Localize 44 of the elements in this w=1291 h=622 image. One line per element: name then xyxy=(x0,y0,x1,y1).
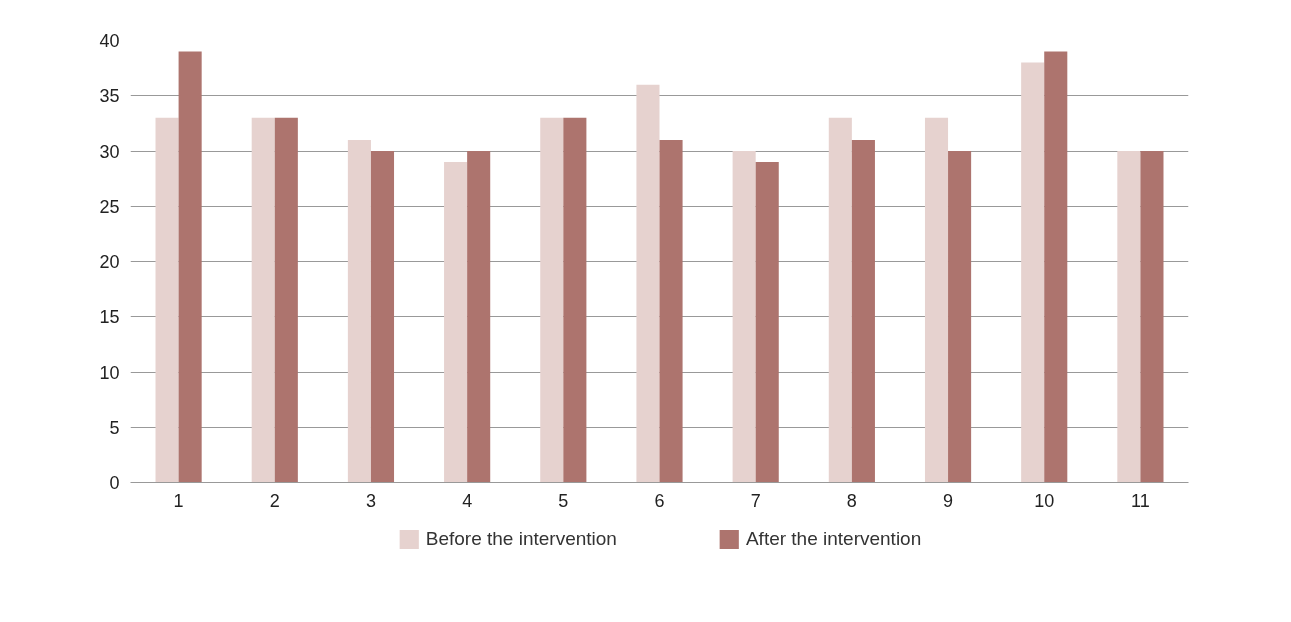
x-tick-label: 9 xyxy=(943,490,954,511)
bar xyxy=(851,139,875,483)
y-tick-label: 30 xyxy=(99,141,120,162)
y-tick-label: 15 xyxy=(99,307,120,328)
bar xyxy=(659,139,683,483)
bar xyxy=(1021,62,1045,483)
bar xyxy=(347,139,371,483)
x-tick-label: 4 xyxy=(462,490,473,511)
y-tick-label: 5 xyxy=(109,417,120,438)
y-tick-label: 20 xyxy=(99,252,120,272)
bar xyxy=(732,151,756,483)
y-tick-label: 40 xyxy=(99,31,120,51)
y-tick-label: 25 xyxy=(99,196,120,217)
x-tick-label: 8 xyxy=(846,490,857,511)
bar xyxy=(274,117,298,483)
x-tick-label: 5 xyxy=(558,490,569,511)
bar xyxy=(755,162,779,483)
bar xyxy=(155,117,179,483)
x-tick-label: 11 xyxy=(1131,490,1150,511)
x-tick-label: 6 xyxy=(654,490,665,511)
bar xyxy=(370,151,395,483)
legend-label: After the intervention xyxy=(745,528,922,550)
y-tick-label: 35 xyxy=(99,86,120,107)
bar xyxy=(636,84,660,483)
bar xyxy=(828,117,852,483)
x-tick-label: 3 xyxy=(365,490,376,511)
x-tick-label: 10 xyxy=(1034,490,1055,511)
bar xyxy=(540,117,564,483)
bar xyxy=(563,117,587,483)
bar xyxy=(1044,51,1068,483)
bar xyxy=(178,51,202,483)
bar xyxy=(1140,151,1164,483)
y-tick-label: 10 xyxy=(99,362,120,383)
x-tick-label: 2 xyxy=(269,490,280,511)
x-tick-label: 7 xyxy=(750,490,761,511)
bar xyxy=(1117,151,1141,483)
x-tick-label: 1 xyxy=(173,490,184,511)
bar xyxy=(948,151,972,483)
bar xyxy=(251,117,275,483)
bar xyxy=(444,162,468,483)
bar xyxy=(924,117,949,483)
y-tick-label: 0 xyxy=(109,473,120,493)
legend-label: Before the intervention xyxy=(425,528,617,550)
bar xyxy=(467,151,491,483)
